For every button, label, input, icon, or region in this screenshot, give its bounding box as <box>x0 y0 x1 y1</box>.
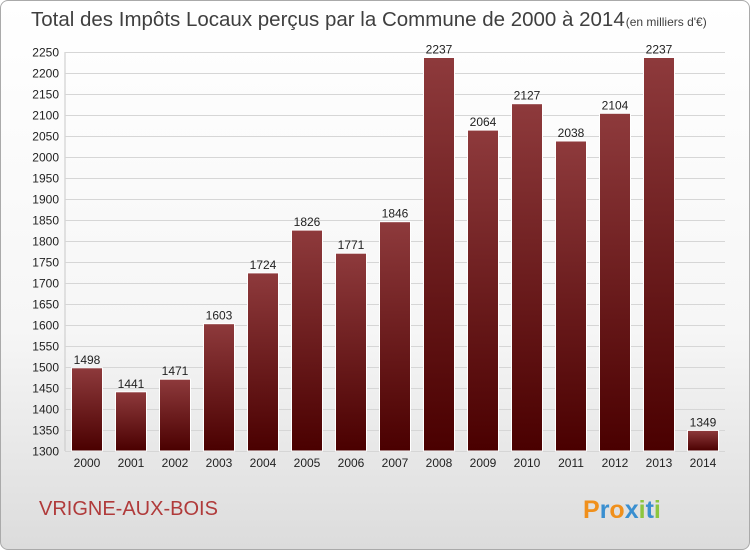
y-tick-label: 2100 <box>32 109 59 123</box>
bar-2005 <box>291 229 323 452</box>
x-tick-label-2006: 2006 <box>338 456 365 470</box>
logo-letter: P <box>583 496 600 524</box>
x-tick-label-2012: 2012 <box>602 456 629 470</box>
y-tick-label: 1850 <box>32 214 59 228</box>
value-label-2008: 2237 <box>426 43 453 57</box>
x-tick-label-2013: 2013 <box>646 456 673 470</box>
value-label-2006: 1771 <box>338 238 365 252</box>
x-tick-label-2014: 2014 <box>690 456 717 470</box>
logo-letter: x <box>625 496 639 524</box>
bar-2011 <box>555 140 587 452</box>
x-tick-label-2011: 2011 <box>558 456 584 470</box>
commune-name: VRIGNE-AUX-BOIS <box>39 498 218 520</box>
x-tick-label-2000: 2000 <box>74 456 101 470</box>
value-label-2014: 1349 <box>690 415 717 429</box>
value-label-2004: 1724 <box>250 258 277 272</box>
y-tick-label: 1650 <box>32 298 59 312</box>
bars: 1498 1441 1471 1603 1724 1826 1771 1846 2237 2064… <box>71 43 719 452</box>
y-tick-label: 1400 <box>32 403 59 417</box>
y-tick-label: 1950 <box>32 172 59 186</box>
x-tick-label-2003: 2003 <box>206 456 233 470</box>
value-label-2003: 1603 <box>206 309 233 323</box>
bar-2014 <box>687 429 719 452</box>
value-label-2005: 1826 <box>294 215 321 229</box>
x-axis: 2000 2001 2002 2003 2004 2005 2006 2007 2008 2009… <box>74 456 717 470</box>
value-label-2013: 2237 <box>646 43 673 57</box>
proxiti-logo: Proxiti <box>583 496 661 524</box>
y-tick-label: 2200 <box>32 67 59 81</box>
logo-letter: r <box>600 496 610 524</box>
value-label-2012: 2104 <box>602 98 629 112</box>
y-tick-label: 1700 <box>32 277 59 291</box>
bar-2013 <box>643 57 675 452</box>
value-label-2001: 1441 <box>118 377 145 391</box>
chart-title: Total des Impôts Locaux perçus par la Co… <box>31 8 707 31</box>
bar-2012 <box>599 112 631 452</box>
value-label-2000: 1498 <box>74 353 101 367</box>
logo-letter: t <box>646 496 655 524</box>
y-tick-label: 1450 <box>32 382 59 396</box>
y-tick-label: 1500 <box>32 361 59 375</box>
y-tick-label: 2250 <box>32 46 59 60</box>
y-tick-label: 2000 <box>32 151 59 165</box>
value-label-2011: 2038 <box>558 126 585 140</box>
bar-2008 <box>423 57 455 452</box>
x-tick-label-2005: 2005 <box>294 456 321 470</box>
bar-2004 <box>247 272 279 452</box>
y-tick-label: 2150 <box>32 88 59 102</box>
y-tick-label: 1900 <box>32 193 59 207</box>
y-tick-label: 1800 <box>32 235 59 249</box>
logo-letter: i <box>639 496 646 524</box>
y-tick-label: 1600 <box>32 319 59 333</box>
y-axis: 1300 1350 1400 1450 1500 1550 1600 1650 1700 1750… <box>32 46 59 459</box>
x-tick-label-2009: 2009 <box>470 456 497 470</box>
x-tick-label-2007: 2007 <box>382 456 409 470</box>
logo-letter: i <box>654 496 661 524</box>
x-tick-label-2008: 2008 <box>426 456 453 470</box>
logo-letter: o <box>609 496 624 524</box>
x-tick-label-2010: 2010 <box>514 456 541 470</box>
value-label-2007: 1846 <box>382 207 409 221</box>
bar-2002 <box>159 378 191 452</box>
y-tick-label: 2050 <box>32 130 59 144</box>
x-tick-label-2002: 2002 <box>162 456 189 470</box>
bar-2006 <box>335 252 367 452</box>
y-tick-label: 1350 <box>32 424 59 438</box>
bar-2001 <box>115 391 147 452</box>
y-tick-label: 1750 <box>32 256 59 270</box>
bar-2010 <box>511 103 543 452</box>
bar-2009 <box>467 129 499 452</box>
y-tick-label: 1550 <box>32 340 59 354</box>
value-label-2009: 2064 <box>470 115 497 129</box>
x-tick-label-2001: 2001 <box>118 456 145 470</box>
bar-2000 <box>71 367 103 452</box>
x-tick-label-2004: 2004 <box>250 456 277 470</box>
bar-2003 <box>203 323 235 452</box>
y-tick-label: 1300 <box>32 445 59 459</box>
value-label-2002: 1471 <box>162 364 189 378</box>
value-label-2010: 2127 <box>514 89 541 103</box>
bar-2007 <box>379 221 411 452</box>
